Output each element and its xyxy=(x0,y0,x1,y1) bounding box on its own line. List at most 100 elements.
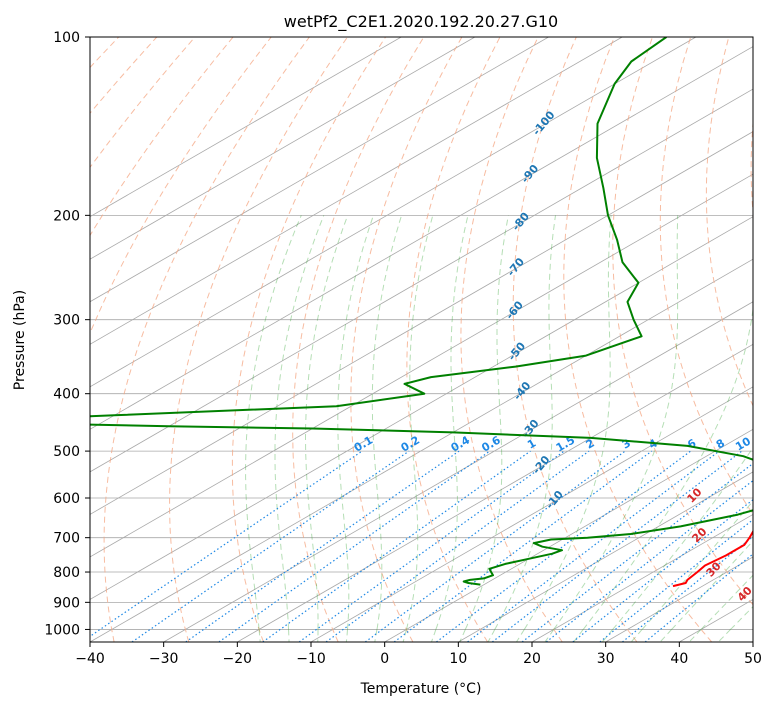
moist-adiabat-line xyxy=(337,215,374,642)
y-tick-label: 800 xyxy=(53,565,80,581)
isotherm-line xyxy=(90,258,753,642)
moist-adiabat-line xyxy=(717,605,753,642)
dry-adiabat-line xyxy=(350,37,463,642)
isotherm-line xyxy=(90,173,753,558)
mixing-ratio-line xyxy=(599,518,753,642)
isotherm-grid xyxy=(90,37,753,642)
dry-adiabat-label: -30 xyxy=(519,417,542,441)
mixing-ratio-line xyxy=(298,450,565,642)
y-tick-label: 300 xyxy=(53,313,80,329)
dry-adiabat-label: -80 xyxy=(509,210,532,234)
isotherm-line xyxy=(90,131,753,515)
x-tick-label: 40 xyxy=(670,651,688,667)
x-tick-label: 20 xyxy=(523,651,541,667)
chart-title: wetPf2_C2E1.2020.192.20.27.G10 xyxy=(284,12,558,32)
dry-adiabat-line xyxy=(292,37,425,642)
x-tick-label: 50 xyxy=(744,651,762,667)
isotherm-line xyxy=(90,46,753,430)
moist-adiabat-line xyxy=(659,540,753,642)
moist-adiabat-line xyxy=(487,215,556,642)
x-axis-label: Temperature (°C) xyxy=(360,681,482,697)
moist-adiabat-line xyxy=(573,305,753,642)
dewpoint-profile-line xyxy=(90,37,753,586)
moist-adiabat-line xyxy=(544,215,679,642)
mixing-ratio-line xyxy=(644,553,753,642)
moist-adiabat-line xyxy=(688,574,753,642)
mixing-ratio-line xyxy=(467,450,720,642)
dry-adiabat-label: -40 xyxy=(511,379,534,403)
isotherm-line xyxy=(90,216,753,600)
mixing-ratio-line xyxy=(262,450,531,642)
mixing-ratio-label: 6 xyxy=(685,436,698,451)
mixing-ratio-line xyxy=(622,535,753,642)
isotherm-line xyxy=(458,471,753,642)
y-tick-label: 500 xyxy=(53,444,80,460)
plot-frame xyxy=(89,36,754,643)
mixing-ratio-line xyxy=(185,450,460,642)
moist-adiabat-line xyxy=(371,215,403,642)
mixing-ratio-line xyxy=(131,450,410,642)
mixing-ratio-line xyxy=(572,498,753,642)
moist-adiabat-line xyxy=(630,500,753,642)
isotherm-line xyxy=(90,37,549,303)
isotherm-line xyxy=(163,301,753,642)
isotherm-line xyxy=(679,599,753,642)
moist-adiabat-label: 10 xyxy=(685,485,705,505)
x-tick-label: 10 xyxy=(449,651,467,667)
mixing-ratio-label: 10 xyxy=(733,434,753,453)
y-axis: 100 200 300 400 500 600 700 800 900 1000 xyxy=(44,30,90,638)
dry-adiabat-line xyxy=(460,37,563,642)
y-tick-label: 900 xyxy=(53,595,80,611)
x-tick-label: −40 xyxy=(75,651,105,667)
isotherm-line xyxy=(752,641,753,642)
isotherm-line xyxy=(90,37,623,345)
dry-adiabat-label: -50 xyxy=(505,340,528,364)
moist-adiabat-line xyxy=(402,215,434,642)
x-tick-label: −30 xyxy=(149,651,179,667)
mixing-ratio-label: 8 xyxy=(714,437,727,452)
dry-adiabat-line xyxy=(750,118,753,218)
dry-adiabat-line xyxy=(169,37,348,642)
isotherm-line xyxy=(90,37,697,388)
x-tick-label: 30 xyxy=(597,651,615,667)
temperature-profile-line xyxy=(672,529,753,588)
x-tick-label: −20 xyxy=(223,651,253,667)
dry-adiabat-label: -100 xyxy=(530,108,558,138)
dry-adiabat-label: -60 xyxy=(503,298,526,322)
dry-adiabat-line xyxy=(90,37,234,237)
isotherm-line xyxy=(310,386,753,642)
isotherm-line xyxy=(90,37,476,260)
moist-adiabat-line xyxy=(245,215,302,642)
dry-adiabat-label: -70 xyxy=(504,255,527,279)
dry-adiabat-line xyxy=(659,37,753,516)
dry-adiabat-line xyxy=(0,37,4,642)
mixing-ratio-line xyxy=(436,450,691,642)
mixing-ratio-line xyxy=(218,450,491,642)
moist-adiabat-line xyxy=(601,446,753,642)
y-tick-label: 400 xyxy=(53,387,80,403)
mixing-ratio-line xyxy=(364,450,626,642)
mixing-ratio-label: 13 xyxy=(761,435,775,454)
isotherm-line xyxy=(237,343,753,642)
dry-adiabat-line xyxy=(512,37,638,642)
dry-adiabat-line xyxy=(563,37,713,642)
y-tick-label: 200 xyxy=(53,208,80,224)
y-tick-label: 100 xyxy=(53,30,80,46)
moist-adiabat-line xyxy=(459,215,509,642)
mixing-ratio-line xyxy=(393,450,653,642)
isotherm-line xyxy=(90,88,753,473)
dry-adiabat-line xyxy=(90,37,272,335)
moist-adiabats xyxy=(245,215,753,642)
moist-adiabat-line xyxy=(430,215,469,642)
x-tick-label: −10 xyxy=(296,651,326,667)
dry-adiabat-line xyxy=(705,37,753,407)
dry-adiabat-line xyxy=(612,37,753,606)
dry-adiabat-line xyxy=(231,37,387,642)
isotherm-line xyxy=(90,37,402,218)
mixing-ratio-label: 3 xyxy=(620,437,633,452)
moist-adiabat-line xyxy=(305,215,349,642)
mixing-ratio-line xyxy=(491,450,743,642)
dry-adiabat-line xyxy=(406,37,501,642)
y-tick-label: 1000 xyxy=(44,622,80,638)
